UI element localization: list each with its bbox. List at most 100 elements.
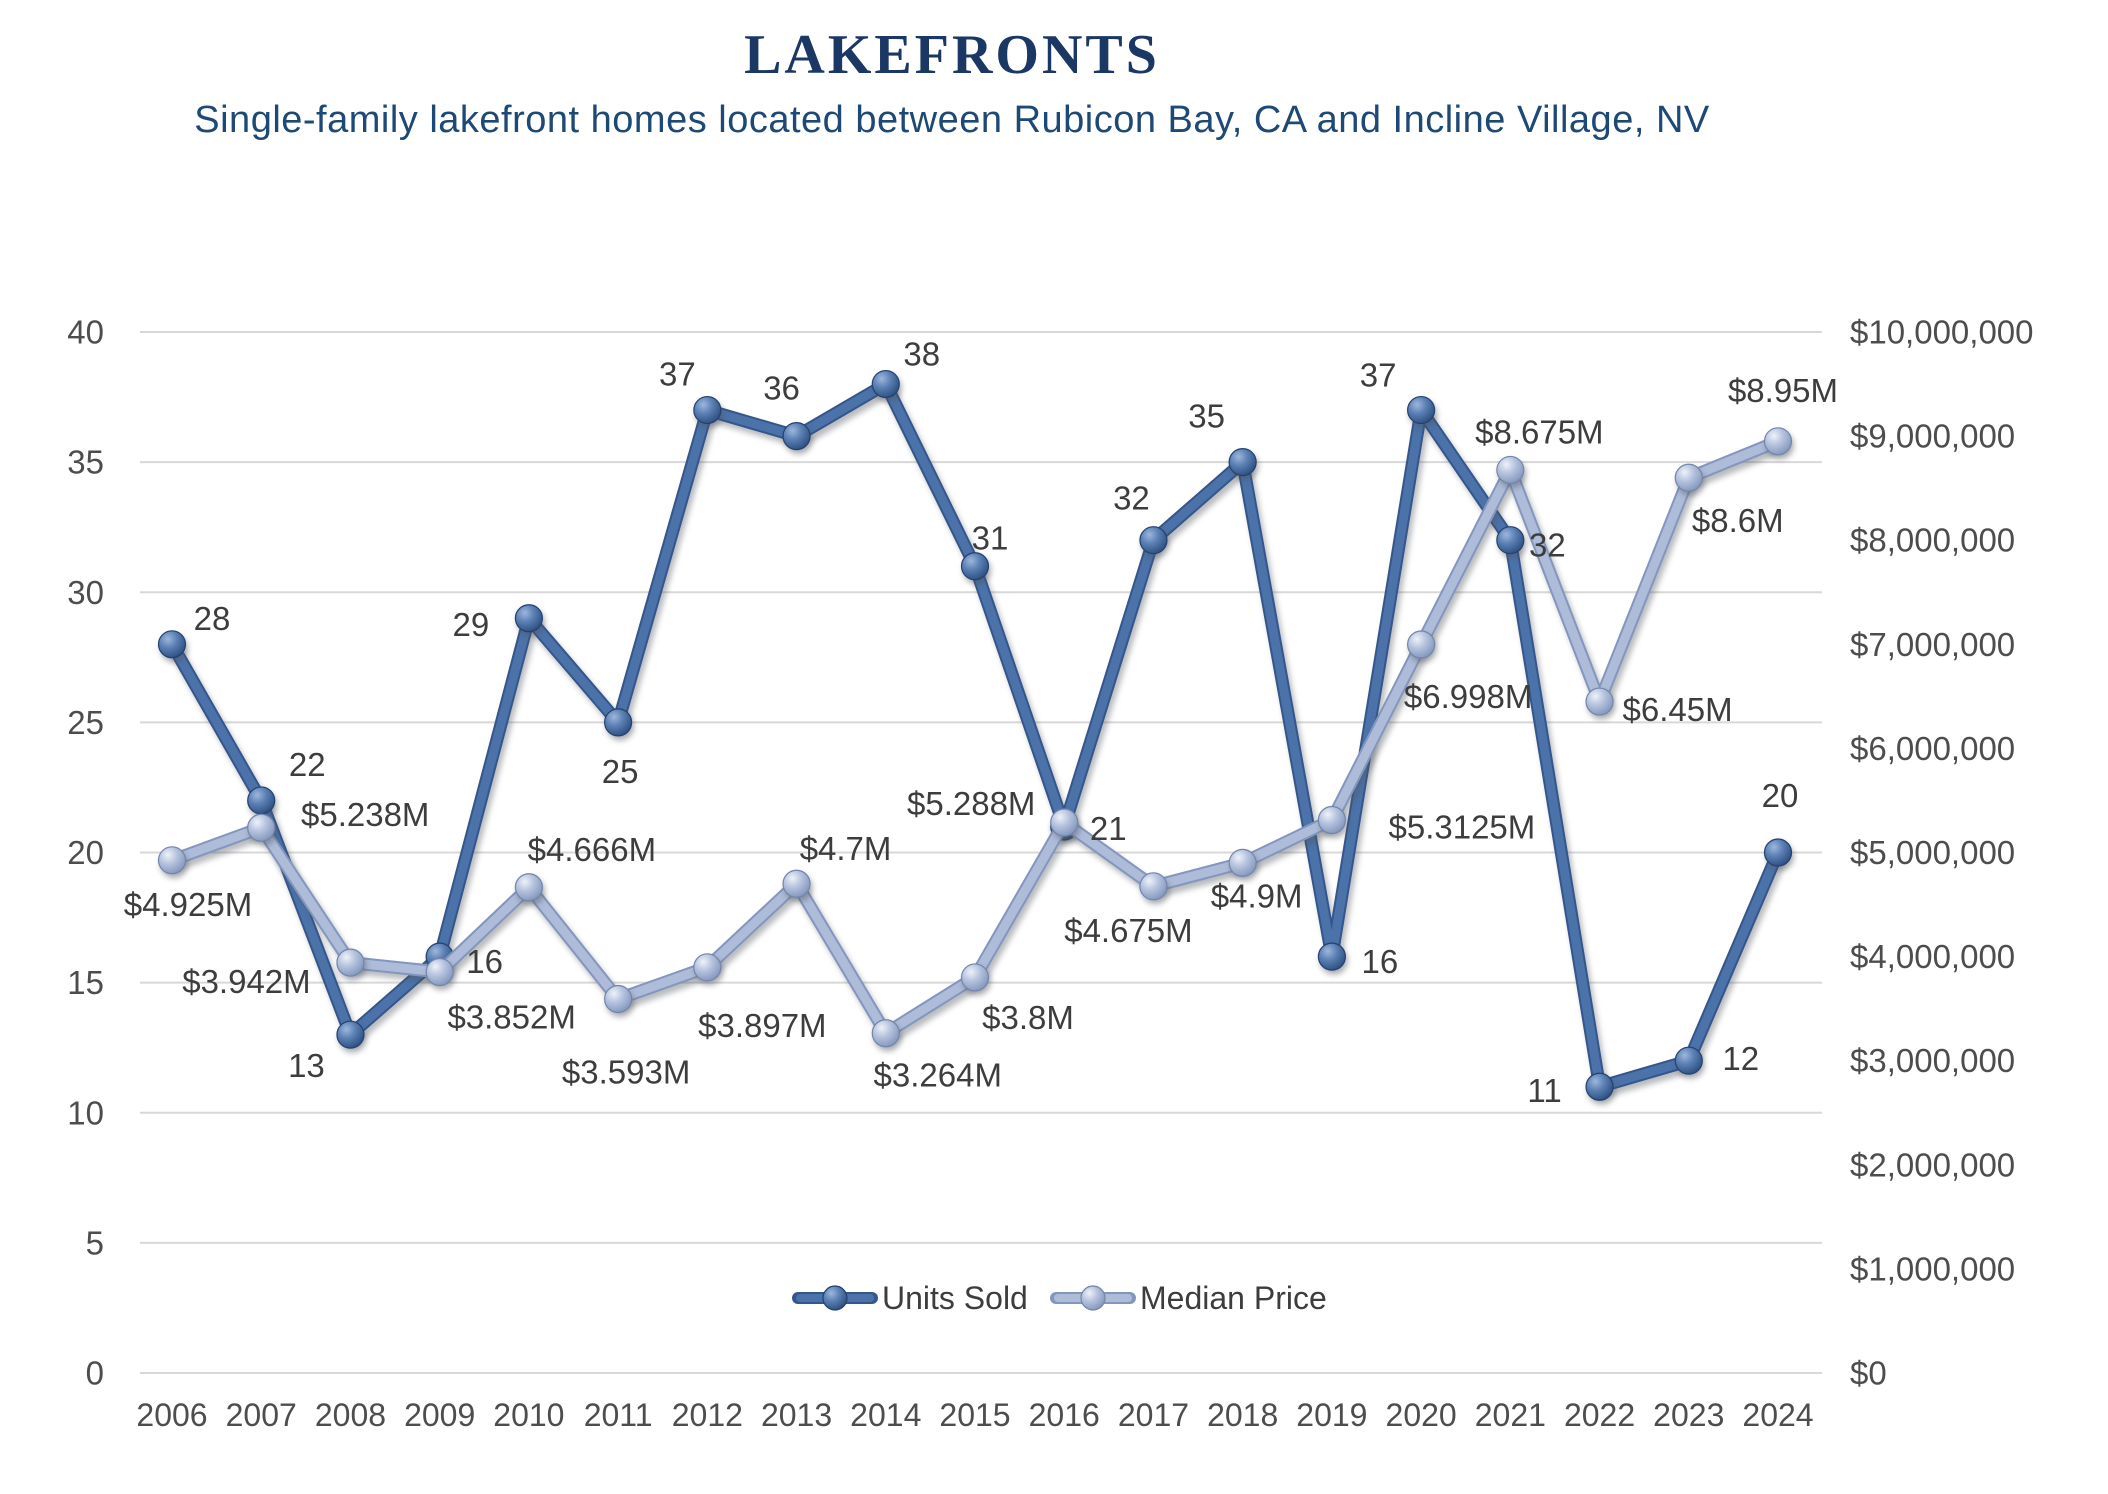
right-axis-tick-label: $2,000,000 (1850, 1146, 2015, 1183)
units-sold-marker (157, 630, 187, 659)
units-sold-marker (1674, 1046, 1703, 1075)
units-sold-data-label: 32 (1529, 527, 1566, 564)
x-axis-tick-label: 2016 (1029, 1397, 1100, 1433)
median-price-marker (1139, 872, 1168, 901)
units-sold-marker (1407, 395, 1436, 425)
left-axis-tick-label: 30 (67, 574, 104, 611)
units-sold-data-label: 31 (972, 520, 1009, 557)
left-axis-tick-label: 35 (67, 444, 104, 481)
x-axis-tick-label: 2014 (850, 1397, 921, 1433)
right-axis-tick-label: $1,000,000 (1850, 1250, 2015, 1287)
units-sold-data-label: 38 (903, 336, 940, 373)
legend-label: Units Sold (882, 1280, 1028, 1316)
units-sold-marker (1585, 1072, 1614, 1101)
right-axis-tick-label: $10,000,000 (1850, 314, 2034, 351)
median-price-marker (1050, 808, 1079, 837)
chart-title: LAKEFRONTS (744, 24, 1160, 86)
median-price-data-label: $5.3125M (1388, 808, 1535, 845)
left-axis-tick-label: 0 (86, 1355, 104, 1392)
median-price-marker (1496, 455, 1525, 485)
x-axis-tick-label: 2008 (315, 1397, 386, 1433)
right-axis-tick-label: $5,000,000 (1850, 834, 2015, 871)
gridlines (140, 331, 1822, 1374)
median-price-data-label: $8.95M (1728, 372, 1838, 409)
legend-item-price: Median Price (1050, 1280, 1327, 1316)
units-sold-data-label: 22 (289, 746, 326, 783)
median-price-marker (157, 846, 187, 875)
median-price-marker (1763, 427, 1793, 456)
median-price-marker (693, 953, 722, 982)
median-price-data-label: $8.6M (1692, 502, 1784, 539)
units-sold-data-label: 28 (194, 600, 231, 637)
x-axis-tick-label: 2020 (1386, 1397, 1457, 1433)
chart-subtitle: Single-family lakefront homes located be… (194, 98, 1710, 141)
units-sold-data-label: 37 (1360, 357, 1397, 394)
left-axis-tick-label: 5 (86, 1224, 104, 1261)
units-sold-marker (1139, 526, 1168, 555)
right-axis-tick-label: $8,000,000 (1850, 522, 2015, 559)
left-axis-ticks: 0 5 10 15 20 25 30 35 40 (67, 314, 104, 1392)
right-axis-tick-label: $4,000,000 (1850, 938, 2015, 975)
median-price-data-label: $3.593M (562, 1053, 690, 1090)
units-sold-marker (871, 369, 900, 399)
right-axis-tick-label: $3,000,000 (1850, 1042, 2015, 1079)
units-sold-data-label: 16 (1362, 943, 1399, 980)
median-price-data-label: $4.7M (800, 830, 892, 867)
units-sold-marker (1763, 838, 1793, 867)
x-axis-tick-label: 2019 (1296, 1397, 1367, 1433)
median-price-data-label: $3.942M (182, 963, 310, 1000)
median-price-series (157, 427, 1793, 1048)
x-axis-tick-label: 2006 (136, 1397, 207, 1433)
median-price-marker (1228, 848, 1257, 878)
x-axis-ticks: 2006 2007 2008 2009 2010 2011 2012 2013 2014 2015… (136, 1397, 1813, 1433)
x-axis-tick-label: 2017 (1118, 1397, 1189, 1433)
units-sold-data-label: 13 (288, 1047, 325, 1084)
units-sold-data-label: 32 (1113, 480, 1150, 517)
units-sold-marker (782, 422, 811, 451)
median-price-data-label: $8.675M (1475, 413, 1603, 450)
units-sold-data-label: 37 (659, 356, 696, 393)
units-sold-data-label: 12 (1722, 1040, 1759, 1077)
legend-marker (822, 1285, 848, 1311)
left-axis-tick-label: 20 (67, 834, 104, 871)
units-sold-marker (604, 708, 633, 737)
x-axis-tick-label: 2012 (672, 1397, 743, 1433)
median-price-marker (1407, 630, 1436, 659)
left-axis-tick-label: 40 (67, 314, 104, 351)
median-price-data-label: $4.666M (528, 831, 656, 868)
median-price-marker (514, 873, 543, 902)
units-sold-data-label: 16 (466, 943, 503, 980)
median-price-marker (425, 957, 454, 987)
units-sold-marker (693, 395, 722, 425)
median-price-data-label: $5.288M (907, 785, 1035, 822)
median-price-data-label: $3.897M (698, 1007, 826, 1044)
chart-legend: Units Sold Median Price (792, 1280, 1327, 1316)
median-price-marker (1317, 805, 1346, 835)
legend-marker (1080, 1285, 1106, 1311)
median-price-data-label: $4.925M (124, 886, 252, 923)
x-axis-tick-label: 2022 (1564, 1397, 1635, 1433)
x-axis-tick-label: 2009 (404, 1397, 475, 1433)
data-labels: 28 22 13 16 29 25 37 36 38 31 21 32 35 16 37 32 11 12 20 $4… (124, 336, 1838, 1110)
median-price-data-label: $6.45M (1623, 691, 1733, 728)
median-price-marker (604, 984, 633, 1014)
median-price-marker (782, 869, 811, 898)
x-axis-tick-label: 2007 (226, 1397, 297, 1433)
right-axis-tick-label: $6,000,000 (1850, 730, 2015, 767)
median-price-data-label: $3.852M (447, 999, 575, 1036)
median-price-data-label: $5.238M (301, 796, 429, 833)
median-price-markers (157, 427, 1793, 1048)
units-sold-marker (336, 1020, 365, 1049)
chart-header: LAKEFRONTS Single-family lakefront homes… (0, 26, 1904, 142)
median-price-data-label: $6.998M (1404, 678, 1532, 715)
right-axis-tick-label: $9,000,000 (1850, 418, 2015, 455)
units-sold-marker (960, 552, 990, 581)
legend-label: Median Price (1140, 1280, 1327, 1316)
units-sold-marker (514, 604, 543, 633)
x-axis-tick-label: 2021 (1475, 1397, 1546, 1433)
units-sold-marker (247, 786, 276, 815)
units-sold-marker (1496, 526, 1525, 555)
x-axis-tick-label: 2018 (1207, 1397, 1278, 1433)
